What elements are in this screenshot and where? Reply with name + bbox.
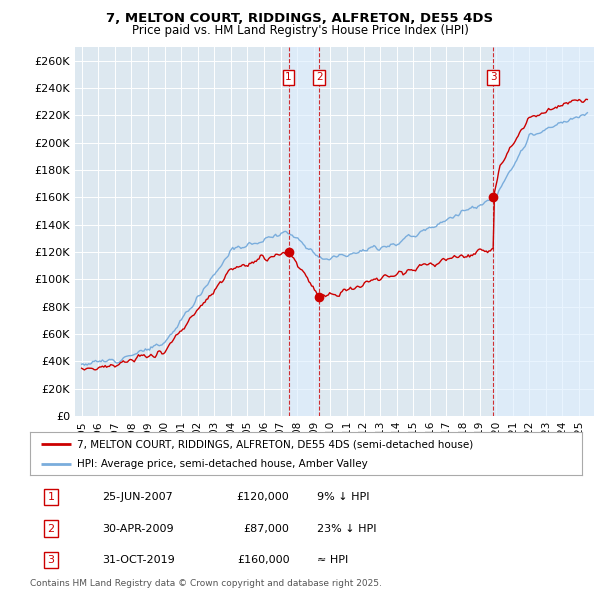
Text: HPI: Average price, semi-detached house, Amber Valley: HPI: Average price, semi-detached house,…: [77, 460, 368, 469]
Text: £87,000: £87,000: [244, 523, 289, 533]
Text: 25-JUN-2007: 25-JUN-2007: [102, 493, 173, 502]
Text: 30-APR-2009: 30-APR-2009: [102, 523, 173, 533]
Text: £120,000: £120,000: [236, 493, 289, 502]
Bar: [493, 47, 594, 416]
Text: 23% ↓ HPI: 23% ↓ HPI: [317, 523, 377, 533]
Text: ≈ HPI: ≈ HPI: [317, 555, 348, 565]
Text: 3: 3: [490, 72, 497, 82]
Text: 31-OCT-2019: 31-OCT-2019: [102, 555, 175, 565]
Text: 2: 2: [316, 72, 323, 82]
Text: 7, MELTON COURT, RIDDINGS, ALFRETON, DE55 4DS: 7, MELTON COURT, RIDDINGS, ALFRETON, DE5…: [106, 12, 494, 25]
Text: 3: 3: [47, 555, 55, 565]
Text: Contains HM Land Registry data © Crown copyright and database right 2025.
This d: Contains HM Land Registry data © Crown c…: [30, 579, 382, 590]
Text: 1: 1: [285, 72, 292, 82]
Text: Price paid vs. HM Land Registry's House Price Index (HPI): Price paid vs. HM Land Registry's House …: [131, 24, 469, 37]
Bar: [289, 47, 319, 416]
Text: £160,000: £160,000: [237, 555, 289, 565]
Text: 7, MELTON COURT, RIDDINGS, ALFRETON, DE55 4DS (semi-detached house): 7, MELTON COURT, RIDDINGS, ALFRETON, DE5…: [77, 440, 473, 450]
Text: 1: 1: [47, 493, 55, 502]
Text: 9% ↓ HPI: 9% ↓ HPI: [317, 493, 370, 502]
Text: 2: 2: [47, 523, 55, 533]
